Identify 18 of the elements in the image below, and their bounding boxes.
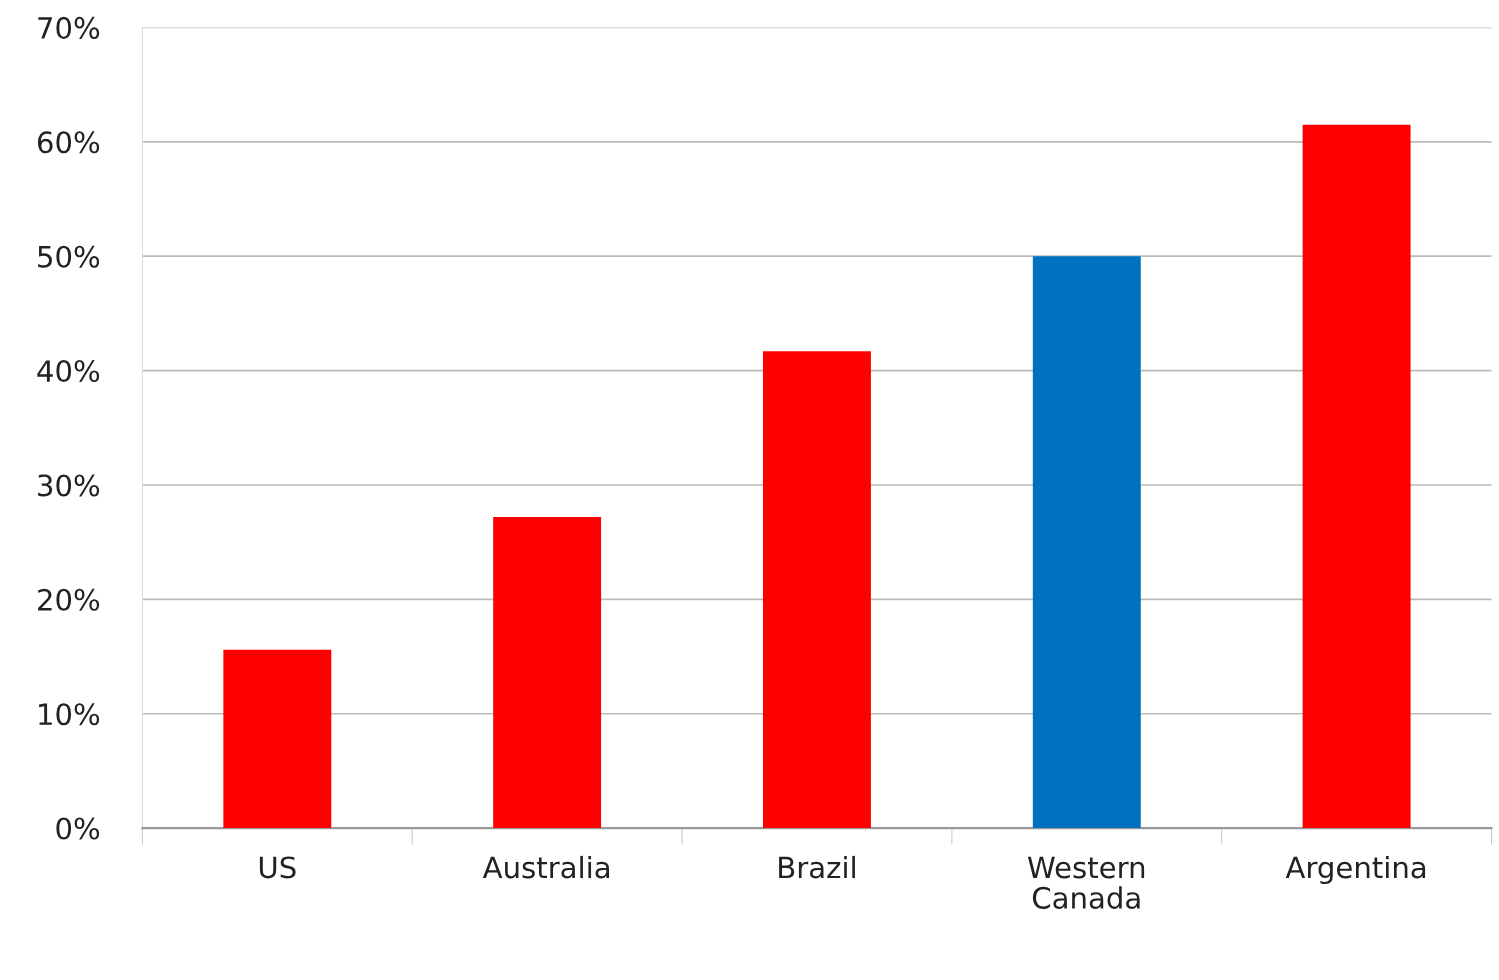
bar [1032, 256, 1141, 829]
bar [223, 649, 332, 829]
y-tick-label: 60% [37, 131, 100, 154]
x-tick-label: Australia [482, 855, 609, 879]
y-tick-label: 40% [37, 360, 100, 383]
bar [1302, 124, 1411, 829]
y-tick-label: 10% [39, 703, 100, 726]
y-tick-label: 20% [38, 588, 100, 611]
x-tick-label: Argentina [1285, 855, 1426, 885]
bar [762, 351, 871, 829]
x-tick-label: Western Canada [1027, 856, 1145, 909]
bar [493, 516, 602, 829]
y-tick-label: 70% [38, 16, 100, 39]
y-tick-label: 0% [56, 817, 100, 840]
y-tick-label: 30% [38, 474, 100, 497]
x-tick-label: Brazil [779, 855, 855, 879]
x-tick-label: US [259, 856, 296, 879]
y-tick-label: 50% [38, 245, 100, 268]
